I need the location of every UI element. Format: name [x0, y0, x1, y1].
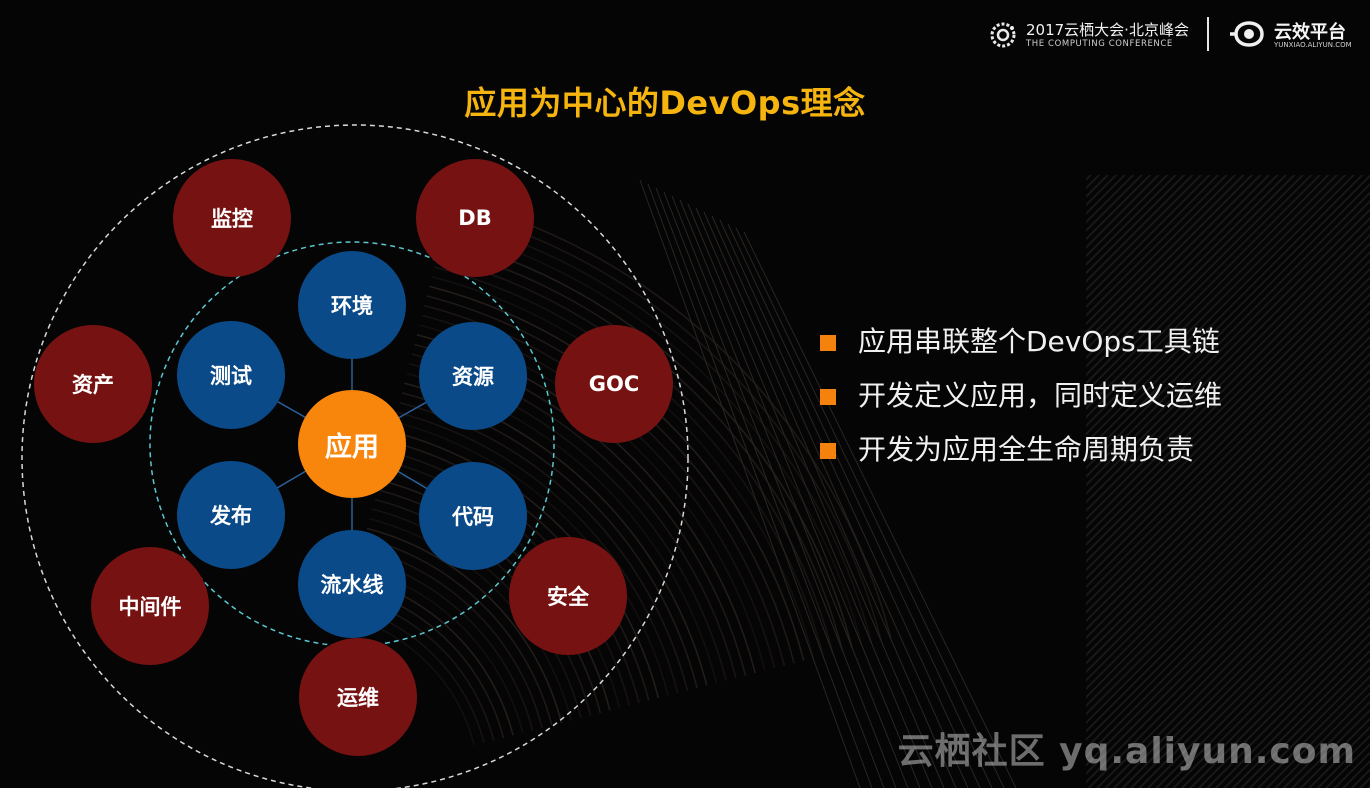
background-arc [389, 440, 650, 701]
background-streak [727, 223, 993, 788]
background-streak [695, 207, 945, 788]
background-streak [703, 211, 957, 788]
outer-node-assets: 资产 [34, 325, 152, 443]
inner-node-pipeline: 流水线 [298, 530, 406, 638]
background-streak [647, 183, 873, 788]
background-arc [371, 508, 582, 719]
bullet-text: 开发定义应用，同时定义运维 [858, 379, 1223, 412]
conference-logo: 2017云栖大会·北京峰会 THE COMPUTING CONFERENCE [988, 18, 1189, 52]
conference-title: 2017云栖大会·北京峰会 [1026, 21, 1189, 39]
background-arc [364, 537, 553, 726]
outer-node-middleware: 中间件 [91, 547, 209, 665]
background-streak [663, 191, 897, 788]
inner-node-test: 测试 [177, 321, 285, 429]
outer-node-security: 安全 [509, 537, 627, 655]
outer-node-operations: 运维 [299, 638, 417, 756]
background-arc [369, 518, 572, 721]
background-arc [444, 227, 863, 646]
bullet-text: 应用串联整个DevOps工具链 [858, 325, 1220, 358]
background-arc [394, 421, 669, 696]
header-divider [1207, 17, 1209, 51]
outer-node-monitoring: 监控 [173, 159, 291, 277]
background-arc [431, 275, 815, 659]
outer-node-goc: GOC [555, 325, 673, 443]
background-stripe-panel [1086, 175, 1370, 788]
background-arc [441, 237, 853, 649]
background-streak [743, 231, 1017, 788]
inner-node-release: 发布 [177, 461, 285, 569]
bullet-square-icon [820, 335, 836, 351]
watermark: 云栖社区 yq.aliyun.com [897, 731, 1356, 772]
background-streak [711, 215, 969, 788]
background-arc [451, 198, 892, 639]
inner-node-resource: 资源 [419, 322, 527, 430]
brand-title: 云效平台 [1274, 22, 1346, 43]
background-streak [687, 203, 933, 788]
background-streak [679, 199, 921, 788]
brand-subtitle: YUNXIAO.ALIYUN.COM [1274, 41, 1352, 49]
bullet-text: 开发为应用全生命周期负责 [858, 433, 1195, 466]
brand-logo: 云效平台 YUNXIAO.ALIYUN.COM [1230, 16, 1360, 52]
inner-node-code: 代码 [419, 462, 527, 570]
slide-title: 应用为中心的DevOps理念 [464, 84, 866, 122]
center-node: 应用 [298, 390, 406, 498]
background-arc [436, 256, 834, 654]
background-streak [735, 227, 1005, 788]
background-streak [639, 179, 861, 788]
background-arc [426, 295, 795, 664]
background-arc [449, 208, 882, 641]
background-streak [671, 195, 909, 788]
cloud-eye-icon [1230, 21, 1264, 47]
outer-node-db: DB [416, 159, 534, 277]
bullet-square-icon [820, 389, 836, 405]
background-arc [446, 217, 873, 644]
background-arc [434, 266, 824, 656]
inner-node-environment: 环境 [298, 251, 406, 359]
background-arc [439, 246, 844, 651]
background-arc [366, 527, 563, 724]
background-arc [391, 430, 660, 699]
background-streak [719, 219, 981, 788]
conference-subtitle: THE COMPUTING CONFERENCE [1026, 39, 1173, 49]
background-arc [396, 411, 679, 694]
bullet-square-icon [820, 443, 836, 459]
conference-mark-icon [990, 22, 1016, 48]
outer-ring [21, 124, 689, 788]
background-streak [655, 187, 885, 788]
